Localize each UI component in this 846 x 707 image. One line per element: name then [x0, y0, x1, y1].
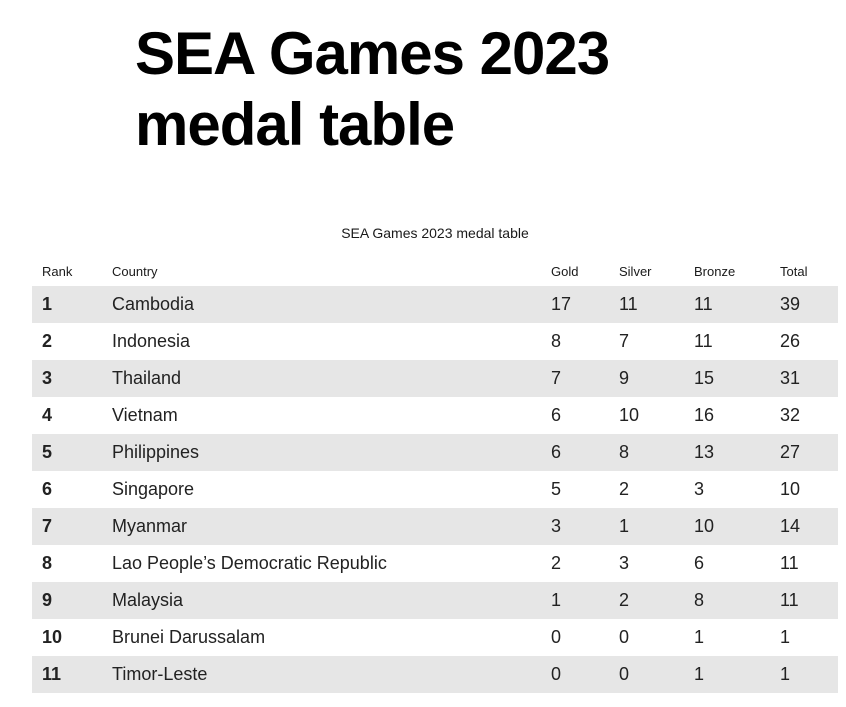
cell-country: Myanmar	[112, 508, 551, 545]
table-row: 7 Myanmar 3 1 10 14	[32, 508, 838, 545]
cell-country: Malaysia	[112, 582, 551, 619]
table-row: 1 Cambodia 17 11 11 39	[32, 286, 838, 323]
cell-silver: 7	[619, 323, 694, 360]
table-row: 4 Vietnam 6 10 16 32	[32, 397, 838, 434]
cell-gold: 7	[551, 360, 619, 397]
table-header-row: Rank Country Gold Silver Bronze Total	[32, 256, 838, 286]
cell-gold: 6	[551, 434, 619, 471]
cell-bronze: 6	[694, 545, 780, 582]
cell-gold: 6	[551, 397, 619, 434]
page-title: SEA Games 2023 medal table	[135, 20, 610, 158]
cell-silver: 9	[619, 360, 694, 397]
header-country: Country	[112, 263, 158, 279]
cell-country: Cambodia	[112, 286, 551, 323]
cell-total: 1	[780, 656, 838, 693]
cell-gold: 5	[551, 471, 619, 508]
cell-silver: 0	[619, 619, 694, 656]
header-total: Total	[780, 263, 808, 279]
cell-gold: 8	[551, 323, 619, 360]
cell-gold: 3	[551, 508, 619, 545]
table-row: 2 Indonesia 8 7 11 26	[32, 323, 838, 360]
cell-total: 11	[780, 582, 838, 619]
cell-bronze: 13	[694, 434, 780, 471]
cell-rank: 6	[32, 471, 112, 508]
table-row: 11 Timor-Leste 0 0 1 1	[32, 656, 838, 693]
cell-gold: 2	[551, 545, 619, 582]
cell-total: 39	[780, 286, 838, 323]
cell-silver: 2	[619, 471, 694, 508]
cell-rank: 8	[32, 545, 112, 582]
cell-country: Philippines	[112, 434, 551, 471]
cell-silver: 1	[619, 508, 694, 545]
cell-silver: 0	[619, 656, 694, 693]
cell-total: 1	[780, 619, 838, 656]
table-row: 9 Malaysia 1 2 8 11	[32, 582, 838, 619]
cell-rank: 3	[32, 360, 112, 397]
cell-total: 31	[780, 360, 838, 397]
cell-total: 10	[780, 471, 838, 508]
cell-gold: 17	[551, 286, 619, 323]
cell-country: Singapore	[112, 471, 551, 508]
table-row: 5 Philippines 6 8 13 27	[32, 434, 838, 471]
cell-total: 26	[780, 323, 838, 360]
table-row: 8 Lao People’s Democratic Republic 2 3 6 11	[32, 545, 838, 582]
cell-total: 32	[780, 397, 838, 434]
cell-bronze: 3	[694, 471, 780, 508]
table-row: 3 Thailand 7 9 15 31	[32, 360, 838, 397]
cell-country: Timor-Leste	[112, 656, 551, 693]
cell-silver: 3	[619, 545, 694, 582]
cell-rank: 2	[32, 323, 112, 360]
cell-rank: 11	[32, 656, 112, 693]
header-bronze: Bronze	[694, 263, 736, 279]
cell-rank: 9	[32, 582, 112, 619]
cell-silver: 11	[619, 286, 694, 323]
cell-bronze: 8	[694, 582, 780, 619]
cell-silver: 2	[619, 582, 694, 619]
table-row: 10 Brunei Darussalam 0 0 1 1	[32, 619, 838, 656]
cell-country: Thailand	[112, 360, 551, 397]
cell-total: 14	[780, 508, 838, 545]
header-gold: Gold	[551, 263, 579, 279]
cell-bronze: 1	[694, 619, 780, 656]
cell-rank: 4	[32, 397, 112, 434]
table-caption: SEA Games 2023 medal table	[341, 225, 529, 241]
cell-country: Lao People’s Democratic Republic	[112, 545, 551, 582]
cell-bronze: 11	[694, 323, 780, 360]
cell-rank: 1	[32, 286, 112, 323]
cell-country: Indonesia	[112, 323, 551, 360]
table-body: 1 Cambodia 17 11 11 39 2 Indonesia 8 7 11 26 3 Thaila…	[32, 286, 838, 693]
header-silver: Silver	[619, 263, 652, 279]
cell-bronze: 1	[694, 656, 780, 693]
cell-bronze: 10	[694, 508, 780, 545]
cell-rank: 10	[32, 619, 112, 656]
cell-bronze: 16	[694, 397, 780, 434]
cell-gold: 0	[551, 656, 619, 693]
cell-rank: 5	[32, 434, 112, 471]
cell-bronze: 11	[694, 286, 780, 323]
header-rank: Rank	[42, 263, 73, 279]
cell-gold: 1	[551, 582, 619, 619]
cell-gold: 0	[551, 619, 619, 656]
cell-country: Brunei Darussalam	[112, 619, 551, 656]
cell-silver: 8	[619, 434, 694, 471]
cell-country: Vietnam	[112, 397, 551, 434]
cell-total: 27	[780, 434, 838, 471]
cell-rank: 7	[32, 508, 112, 545]
table-row: 6 Singapore 5 2 3 10	[32, 471, 838, 508]
cell-total: 11	[780, 545, 838, 582]
cell-bronze: 15	[694, 360, 780, 397]
cell-silver: 10	[619, 397, 694, 434]
